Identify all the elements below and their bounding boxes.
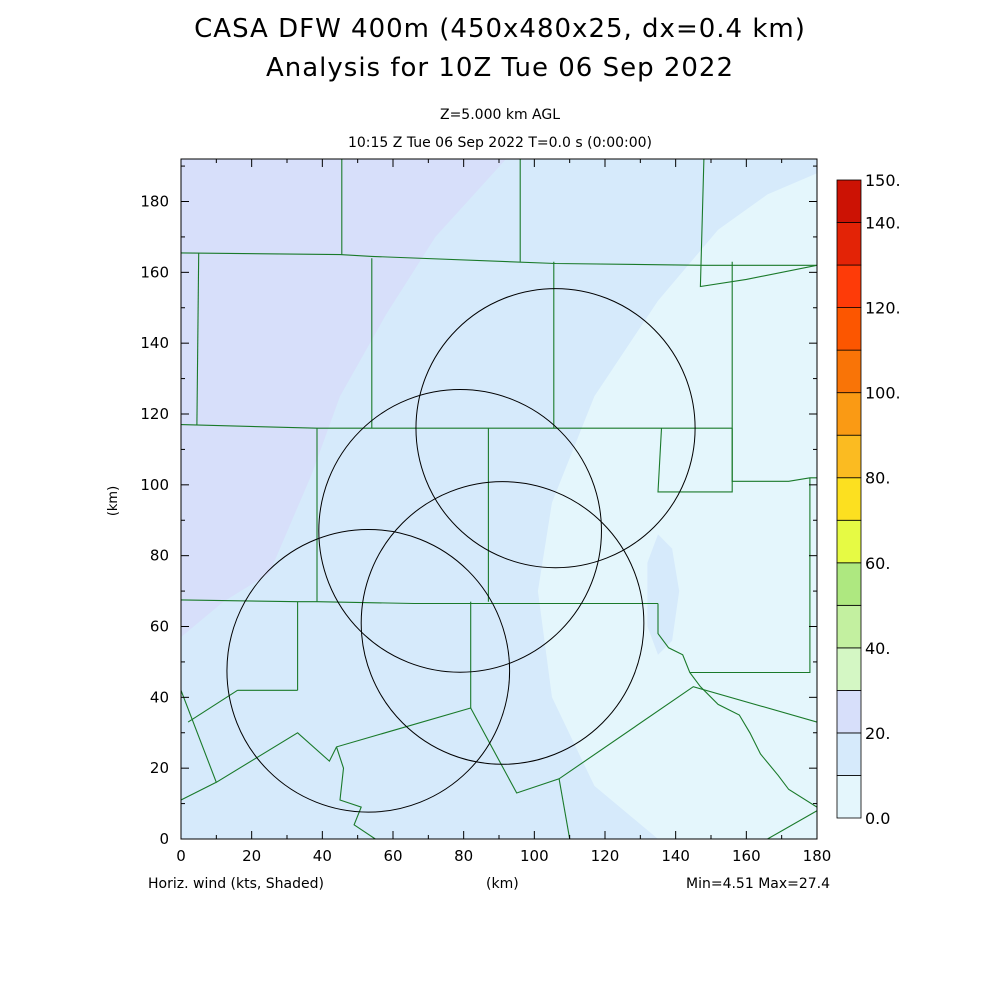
- axes: 0 20 40 60 80 100 120 140 160 180 0 20 40 60 80 100 120 1…: [106, 158, 832, 865]
- colorbar-swatch: [836, 519, 862, 564]
- radar-range-ring: [415, 288, 696, 569]
- y-tick-label: 100: [140, 476, 169, 494]
- colorbar-swatch: [836, 434, 862, 479]
- y-axis-label: (km): [106, 486, 121, 516]
- colorbar-swatch: [836, 349, 862, 394]
- colorbar-swatch: [836, 392, 862, 436]
- colorbar-label: 100.: [865, 384, 901, 403]
- county-boundary: [335, 746, 376, 839]
- x-tick-label: 60: [383, 847, 402, 865]
- radar-range-ring: [360, 481, 645, 765]
- shade-region-20-30: [181, 159, 507, 638]
- x-tick-label: 40: [313, 847, 332, 865]
- colorbar-swatch: [836, 477, 862, 521]
- plot-area: [181, 159, 817, 839]
- radar-range-ring: [318, 389, 602, 673]
- radar-range-ring: [226, 528, 511, 813]
- colorbar-swatch: [836, 690, 862, 734]
- x-tick-label: 120: [591, 847, 620, 865]
- y-tick-label: 80: [150, 547, 169, 565]
- colorbar-label: 0.0: [865, 809, 890, 828]
- colorbar-swatch: [836, 604, 862, 649]
- colorbar-label: 80.: [865, 469, 890, 488]
- colorbar-label: 120.: [865, 299, 901, 318]
- y-tick-label: 120: [140, 405, 169, 423]
- x-tick-label: 140: [661, 847, 690, 865]
- min-max-label: Min=4.51 Max=27.4: [686, 876, 831, 892]
- county-boundary: [767, 810, 817, 839]
- colorbar-swatch: [836, 179, 862, 223]
- y-tick-label: 40: [150, 688, 169, 706]
- y-tick-label: 140: [140, 334, 169, 352]
- x-tick-label: 180: [803, 847, 832, 865]
- level-label: Z=5.000 km AGL: [439, 107, 561, 123]
- colorbar-swatch: [836, 264, 862, 309]
- analysis-time: Analysis for 10Z Tue 06 Sep 2022: [265, 53, 735, 83]
- y-tick-label: 60: [150, 618, 169, 636]
- x-tick-label: 160: [732, 847, 761, 865]
- county-boundary: [558, 778, 571, 839]
- colorbar-label: 140.: [865, 214, 901, 233]
- colorbar-label: 60.: [865, 554, 890, 573]
- valid-time-label: 10:15 Z Tue 06 Sep 2022 T=0.0 s (0:00:00…: [347, 135, 652, 151]
- field-label: Horiz. wind (kts, Shaded): [148, 876, 324, 892]
- plot-content: [181, 159, 817, 839]
- colorbar-label: 150.: [865, 171, 901, 190]
- x-tick-label: 100: [520, 847, 549, 865]
- x-tick-label: 0: [176, 847, 186, 865]
- colorbar: 0.0 20. 40. 60. 80. 100. 120. 140. 150.: [836, 171, 901, 828]
- county-boundary: [196, 252, 200, 425]
- colorbar-label: 20.: [865, 724, 890, 743]
- x-axis-label: (km): [486, 876, 519, 892]
- colorbar-swatch: [836, 732, 862, 776]
- y-tick-label: 0: [159, 830, 169, 848]
- colorbar-label: 40.: [865, 639, 890, 658]
- colorbar-swatch: [836, 647, 862, 691]
- county-boundary: [689, 477, 811, 674]
- x-tick-label: 20: [242, 847, 261, 865]
- county-boundary: [657, 603, 817, 808]
- colorbar-swatch: [836, 775, 862, 819]
- y-tick-label: 160: [140, 263, 169, 281]
- colorbar-swatch: [836, 562, 862, 606]
- colorbar-swatch: [836, 222, 862, 266]
- shade-region-0-10: [537, 159, 817, 839]
- county-boundary: [181, 252, 817, 266]
- shade-region-10-20: [647, 534, 680, 655]
- county-boundary: [699, 159, 817, 288]
- colorbar-swatch: [836, 307, 862, 351]
- county-boundary: [731, 261, 817, 482]
- y-tick-label: 20: [150, 759, 169, 777]
- county-boundary: [181, 781, 217, 801]
- x-tick-label: 80: [454, 847, 473, 865]
- y-tick-label: 180: [140, 193, 169, 211]
- chart-title: CASA DFW 400m (450x480x25, dx=0.4 km): [194, 14, 806, 44]
